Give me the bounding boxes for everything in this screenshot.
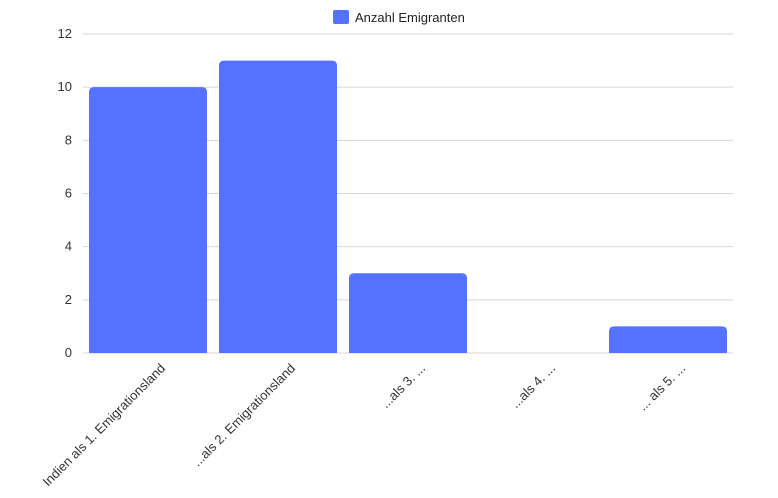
bar[interactable] [89, 87, 207, 354]
x-axis-ticks: Indien als 1. Emigrationsland ...als 2. E… [39, 361, 688, 490]
x-tick-label: Indien als 1. Emigrationsland [39, 361, 168, 490]
legend-swatch [333, 10, 349, 24]
y-axis-ticks: 0 2 4 6 8 10 12 [58, 26, 72, 360]
y-tick-label: 2 [65, 292, 72, 307]
y-tick-label: 8 [65, 132, 72, 147]
bar[interactable] [349, 273, 467, 353]
x-tick-label: ...als 2. Emigrationsland [189, 361, 298, 470]
y-tick-label: 0 [65, 345, 72, 360]
bar[interactable] [219, 60, 337, 353]
x-tick-label: ...als 4. ... [508, 361, 558, 411]
y-tick-label: 12 [58, 26, 72, 41]
y-tick-label: 4 [65, 239, 72, 254]
legend-label: Anzahl Emigranten [355, 10, 465, 25]
y-tick-label: 6 [65, 186, 72, 201]
bars [89, 60, 727, 354]
y-tick-label: 10 [58, 79, 72, 94]
bar[interactable] [609, 326, 727, 353]
x-tick-label: ... als 5. ... [635, 361, 688, 414]
x-tick-label: ...als 3. ... [378, 361, 428, 411]
legend[interactable]: Anzahl Emigranten [333, 10, 465, 25]
